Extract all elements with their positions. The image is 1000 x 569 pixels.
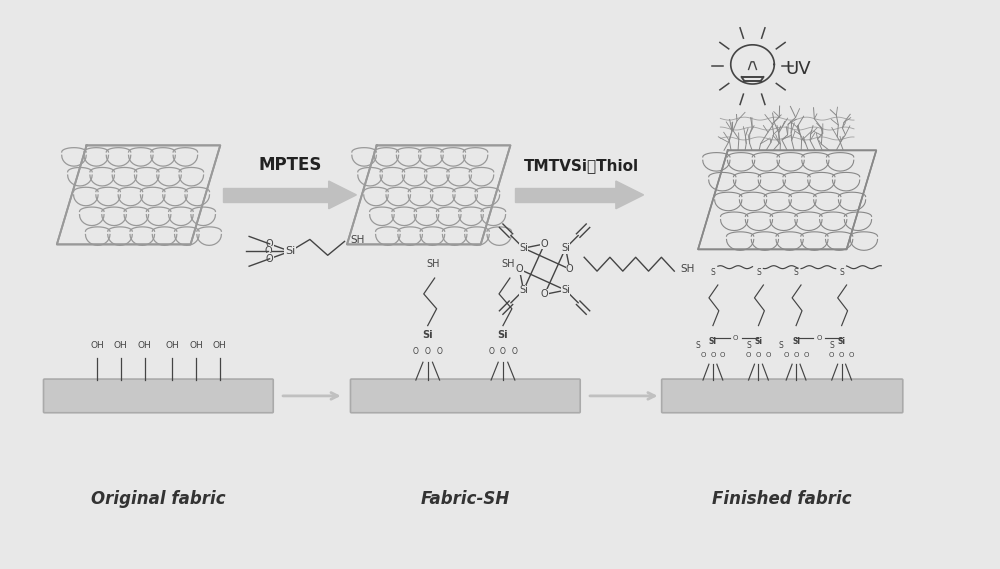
Text: O: O [839,352,844,358]
Text: S: S [839,268,844,277]
Text: O: O [766,352,771,358]
Polygon shape [223,188,329,202]
Text: OH: OH [114,341,128,351]
Text: O: O [437,347,443,356]
Text: Si: Si [561,243,570,253]
Text: OH: OH [189,341,203,351]
Text: O: O [783,352,789,358]
Text: Si: Si [792,337,800,347]
Text: O: O [500,347,506,356]
Text: Si: Si [498,331,508,340]
Text: S: S [756,268,761,277]
Text: O: O [793,352,799,358]
Text: Si: Si [422,331,433,340]
Text: Si: Si [519,243,528,253]
Polygon shape [616,181,644,209]
Text: O: O [512,347,518,356]
Text: S: S [829,341,834,351]
Text: O: O [541,290,548,299]
Text: S: S [794,268,798,277]
Text: O: O [733,336,738,341]
Text: S: S [711,268,715,277]
FancyBboxPatch shape [662,379,903,413]
Text: O: O [700,352,706,358]
Text: O: O [816,336,822,341]
Text: O: O [720,352,725,358]
Text: SH: SH [501,259,515,269]
Polygon shape [515,188,616,202]
Text: SH: SH [426,259,439,269]
Text: O: O [803,352,809,358]
Text: O: O [849,352,854,358]
Text: Original fabric: Original fabric [91,490,226,508]
Text: SH: SH [350,236,365,245]
Text: Si: Si [709,337,717,347]
FancyBboxPatch shape [350,379,580,413]
Text: Si: Si [519,285,528,295]
Text: SH: SH [680,264,695,274]
Text: MPTES: MPTES [258,156,322,174]
Polygon shape [698,150,876,249]
Text: TMTVSi、Thiol: TMTVSi、Thiol [524,158,639,172]
Text: Si: Si [838,337,846,347]
Text: O: O [425,347,431,356]
Text: S: S [779,341,784,351]
Text: O: O [515,264,523,274]
Text: Si: Si [754,337,762,347]
Text: S: S [746,341,751,351]
Text: O: O [746,352,751,358]
Text: O: O [266,254,273,264]
Text: O: O [541,239,548,249]
Text: OH: OH [90,341,104,351]
Text: O: O [756,352,761,358]
Polygon shape [329,181,356,209]
Text: O: O [566,264,574,274]
Polygon shape [347,145,510,245]
Text: OH: OH [213,341,227,351]
Text: O: O [710,352,716,358]
FancyBboxPatch shape [44,379,273,413]
Text: Fabric-SH: Fabric-SH [421,490,510,508]
Text: O: O [488,347,494,356]
Text: OH: OH [138,341,151,351]
Text: O: O [829,352,834,358]
Text: Finished fabric: Finished fabric [712,490,852,508]
Polygon shape [57,145,220,245]
Text: S: S [696,341,700,351]
Text: Si: Si [561,285,570,295]
Text: Si: Si [285,246,295,256]
Text: O: O [413,347,419,356]
Text: UV: UV [785,60,811,78]
Text: OH: OH [165,341,179,351]
Text: O: O [264,246,272,256]
Text: O: O [266,239,273,249]
